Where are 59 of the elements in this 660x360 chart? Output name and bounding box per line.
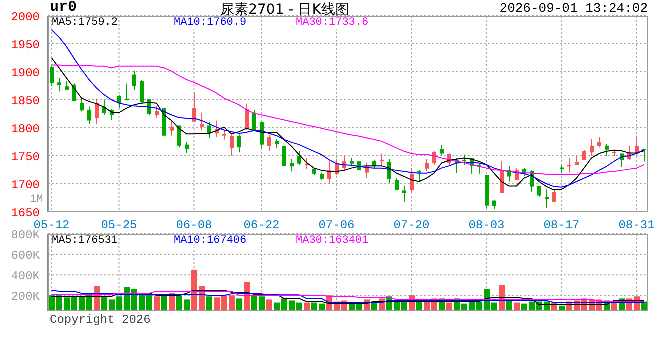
y-tick-label: 600K <box>11 248 41 263</box>
text: MA10:1760.9 <box>174 17 247 29</box>
candlestick <box>500 161 504 194</box>
candlestick <box>425 158 429 172</box>
candlestick <box>252 110 256 132</box>
chart-title: 尿素2701 - 日K线图 <box>220 2 350 18</box>
candlestick <box>598 137 602 148</box>
annotation: ur0 <box>50 0 78 16</box>
candlestick <box>328 161 332 184</box>
y-tick-label: 1900 <box>11 66 40 80</box>
candlestick <box>170 120 174 136</box>
candlestick <box>245 103 249 131</box>
candlestick <box>230 134 234 158</box>
candlestick <box>155 106 159 119</box>
candlestick <box>192 92 196 123</box>
y-tick-label: 200K <box>11 290 41 304</box>
text: MA30:1733.6 <box>296 17 369 29</box>
candlestick <box>140 79 144 104</box>
candlestick <box>440 144 444 156</box>
y-tick-label: 1700 <box>11 178 40 192</box>
y-tick-label: 400K <box>11 269 41 284</box>
candlestick <box>590 138 594 158</box>
text: MA30:163401 <box>296 235 369 247</box>
y-tick-label: 1950 <box>11 38 40 52</box>
candlestick <box>605 144 609 156</box>
candlestick <box>268 134 272 152</box>
y-tick-label: 1650 <box>11 206 40 220</box>
candlestick <box>222 130 226 140</box>
candlestick <box>410 168 414 192</box>
y-tick-label: 1850 <box>11 94 40 108</box>
candlestick <box>58 78 62 92</box>
y-tick-label: 1750 <box>11 150 40 164</box>
candlestick <box>402 186 406 202</box>
candlestick <box>88 106 92 125</box>
candlestick <box>238 134 242 154</box>
candlestick <box>538 186 542 198</box>
candlestick <box>185 142 189 154</box>
y-tick-label: 1800 <box>11 122 40 136</box>
text: Copyright 2026 <box>50 313 151 327</box>
annotation: 2026-09-01 13:24:02 <box>500 1 648 16</box>
y-tick-label: 2000 <box>11 10 40 24</box>
text: MA5:1759.2 <box>52 17 118 29</box>
y-tick-label: 800K <box>11 228 41 242</box>
candlestick <box>118 94 122 109</box>
candlestick <box>552 190 556 203</box>
candlestick <box>132 70 136 91</box>
candlestick <box>80 98 84 112</box>
candlestick <box>582 150 586 161</box>
candlestick <box>65 80 69 91</box>
candlestick <box>50 66 54 86</box>
text: 1M <box>30 193 44 207</box>
text: MA5:176531 <box>52 235 118 247</box>
candlestick <box>298 151 302 166</box>
candlestick <box>282 146 286 168</box>
candlestick <box>418 170 422 182</box>
candlestick <box>95 98 99 125</box>
candlestick <box>432 151 436 166</box>
candlestick <box>200 112 204 132</box>
text: MA10:167406 <box>174 235 247 247</box>
